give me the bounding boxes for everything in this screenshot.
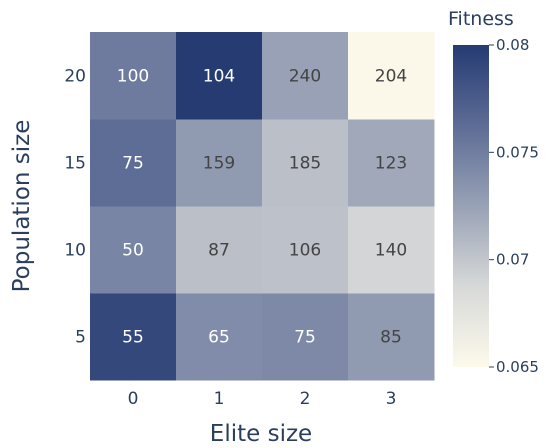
- y-axis-title: Population size: [9, 120, 35, 293]
- cell-label: 159: [203, 154, 235, 174]
- heatmap-cell: [348, 293, 435, 381]
- heatmap-cell: [90, 293, 177, 381]
- y-axis-ticks: 5 10 15 20: [64, 67, 86, 348]
- heatmap-cell: [176, 206, 263, 294]
- x-tick-label: 1: [214, 389, 225, 409]
- cell-label: 87: [208, 241, 230, 261]
- x-axis-ticks: 0 1 2 3: [128, 389, 397, 409]
- x-tick-label: 0: [128, 389, 139, 409]
- cell-label: 75: [294, 328, 316, 348]
- heatmap-cells: [90, 32, 435, 381]
- heatmap-cell: [262, 206, 349, 294]
- cell-label: 106: [289, 241, 321, 261]
- heatmap-cell-labels: 55 65 75 85 50 87 106 140 75 159 185 123 100 104 240 20…: [117, 67, 407, 348]
- x-axis-title: Elite size: [210, 421, 312, 447]
- y-tick-label: 15: [64, 154, 86, 174]
- cell-label: 100: [117, 67, 149, 87]
- cell-label: 185: [289, 154, 321, 174]
- heatmap-cell: [90, 119, 177, 207]
- y-tick-label: 20: [64, 67, 86, 87]
- heatmap-cell: [262, 119, 349, 207]
- heatmap-cell: [348, 119, 435, 207]
- cell-label: 75: [122, 154, 144, 174]
- x-tick-label: 3: [386, 389, 397, 409]
- heatmap-cell: [176, 119, 263, 207]
- heatmap-cell: [176, 293, 263, 381]
- cell-label: 140: [375, 241, 407, 261]
- heatmap-cell: [90, 206, 177, 294]
- y-tick-label: 10: [64, 241, 86, 261]
- colorbar-ticks: 0.065 0.07 0.075 0.08: [489, 36, 539, 376]
- colorbar-gradient: [453, 45, 489, 367]
- heatmap-cell: [348, 32, 435, 120]
- cell-label: 104: [203, 67, 235, 87]
- cell-label: 55: [122, 328, 144, 348]
- colorbar: Fitness 0.065 0.07 0.075 0.08: [448, 8, 539, 376]
- colorbar-tick-label: 0.08: [496, 36, 529, 54]
- cell-label: 123: [375, 154, 407, 174]
- heatmap-cell: [348, 206, 435, 294]
- cell-label: 240: [289, 67, 321, 87]
- cell-label: 65: [208, 328, 230, 348]
- heatmap-cell: [262, 293, 349, 381]
- cell-label: 85: [380, 328, 402, 348]
- colorbar-title: Fitness: [448, 8, 514, 30]
- heatmap-cell: [262, 32, 349, 120]
- colorbar-tick-label: 0.065: [496, 358, 539, 376]
- heatmap-cell: [176, 32, 263, 120]
- cell-label: 204: [375, 67, 407, 87]
- heatmap-cell: [90, 32, 177, 120]
- y-tick-label: 5: [75, 328, 86, 348]
- cell-label: 50: [122, 241, 144, 261]
- x-tick-label: 2: [300, 389, 311, 409]
- colorbar-tick-label: 0.07: [496, 251, 529, 269]
- colorbar-tick-label: 0.075: [496, 143, 539, 161]
